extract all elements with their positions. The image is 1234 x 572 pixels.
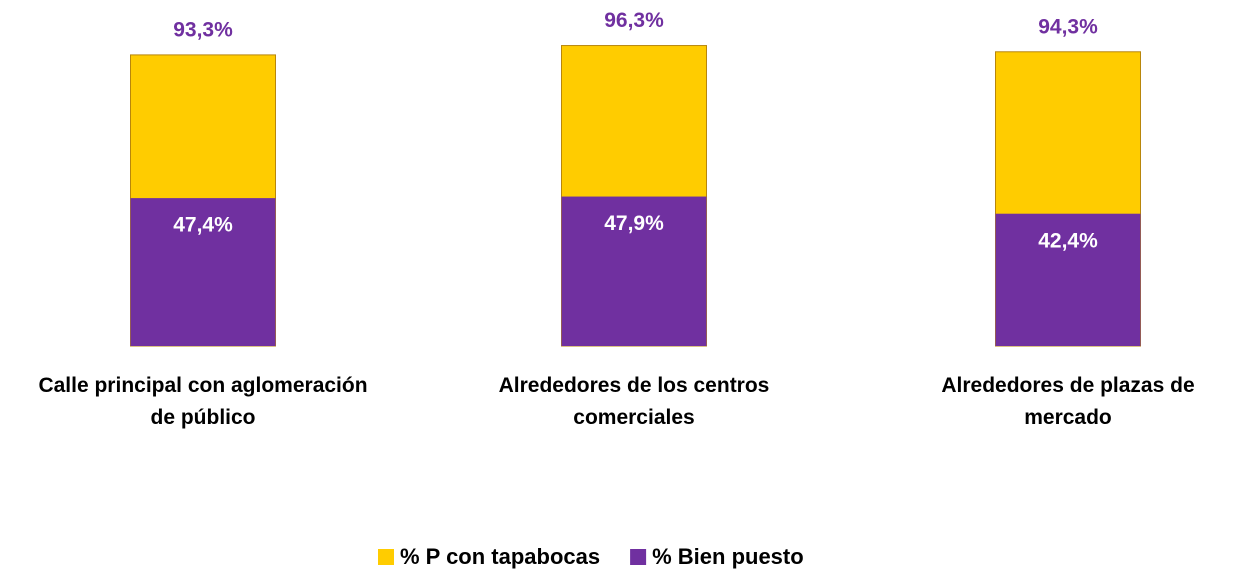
value-label: 42,4% xyxy=(1038,229,1098,252)
value-label: 47,9% xyxy=(604,212,664,235)
bar xyxy=(561,196,707,346)
x-tick-label: Alrededores de los centros comerciales xyxy=(498,374,770,429)
legend-label: % Bien puesto xyxy=(652,544,804,569)
legend-label: % P con tapabocas xyxy=(400,544,600,569)
bar xyxy=(995,213,1141,346)
value-label: 47,4% xyxy=(173,214,233,237)
bar xyxy=(130,198,276,346)
x-tick-label: Calle principal con aglomeración de públ… xyxy=(38,374,368,429)
x-tick-label: Alrededores de plazas de mercado xyxy=(941,374,1195,429)
legend-swatch xyxy=(630,549,647,565)
value-label: 96,3% xyxy=(604,9,664,32)
value-label: 94,3% xyxy=(1038,15,1098,38)
value-label: 93,3% xyxy=(173,18,233,41)
legend-swatch xyxy=(378,549,394,565)
